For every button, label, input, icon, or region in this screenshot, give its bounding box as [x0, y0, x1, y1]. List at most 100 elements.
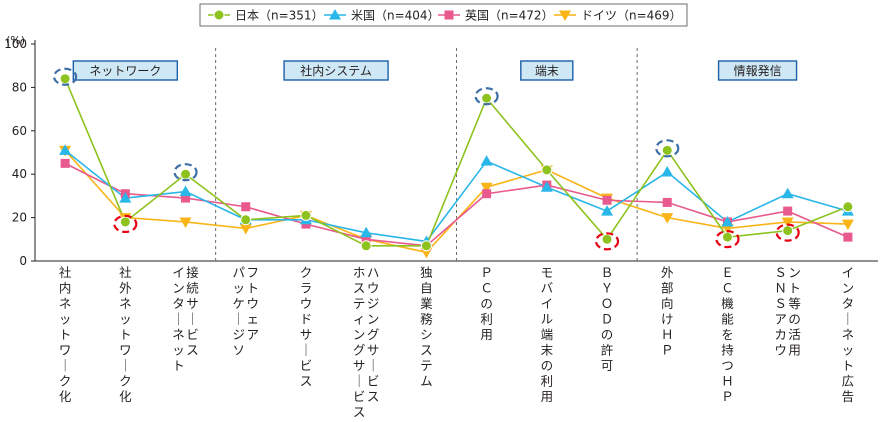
data-point-japan: [661, 144, 673, 156]
group-label: 社内システム: [300, 63, 372, 78]
x-tick-label: ント等の活用: [788, 265, 801, 358]
x-tick-char: テ: [420, 358, 433, 373]
x-tick-char: タ: [842, 296, 855, 311]
x-tick-char: イ: [842, 265, 855, 280]
data-point-uk: [60, 158, 70, 168]
x-tick-char: ラ: [300, 281, 313, 296]
x-tick-char: 告: [842, 389, 855, 404]
data-point-japan: [213, 9, 225, 21]
x-tick-char: ッ: [172, 343, 185, 358]
legend-label: ドイツ（n=469）: [581, 9, 682, 23]
x-tick-char: サ: [367, 343, 380, 358]
x-tick-char: カ: [774, 327, 787, 342]
x-tick-label: パッケ｜ジソ: [232, 265, 245, 358]
x-tick-char: パ: [232, 265, 245, 280]
x-tick-char: 可: [601, 358, 614, 373]
x-tick-char: ト: [246, 281, 259, 296]
x-tick-char: 端: [541, 327, 554, 342]
data-point-japan: [782, 225, 794, 237]
data-point-us: [721, 215, 734, 227]
data-point-uk: [181, 193, 191, 203]
x-tick-char: ド: [300, 312, 313, 327]
x-tick-char: ウ: [246, 296, 259, 311]
x-tick-char: の: [601, 327, 614, 342]
x-tick-label: 独自業務システム: [420, 265, 433, 389]
x-tick-char: ｜: [59, 358, 72, 373]
x-tick-char: ッ: [232, 281, 245, 296]
x-tick-char: 用: [480, 327, 493, 342]
highlight-ellipses: [53, 67, 800, 251]
x-tick-char: ネ: [842, 327, 855, 342]
x-tick-char: イ: [172, 265, 185, 280]
y-tick-label: 80: [12, 80, 27, 94]
x-tick-label: ＢＹＯＤの許可: [601, 265, 614, 373]
data-point-japan: [300, 209, 312, 221]
group-label-box: [283, 60, 389, 81]
x-tick-char: 社: [59, 265, 72, 280]
x-tick-char: Ｃ: [480, 281, 493, 296]
data-point-japan: [360, 240, 372, 252]
x-tick-char: の: [541, 358, 554, 373]
series-lines: [64, 78, 849, 254]
group-label-box: [72, 60, 179, 81]
x-tick-char: ハ: [367, 265, 380, 280]
x-tick-char: 許: [601, 343, 614, 358]
x-tick-char: の: [480, 296, 493, 311]
x-tick-char: ッ: [59, 312, 72, 327]
x-tick-label: ホスティングサ｜ビス・: [353, 265, 366, 422]
x-tick-label: フトウェア: [246, 265, 259, 342]
x-tick-char: ソ: [232, 343, 245, 358]
x-tick-char: モ: [541, 265, 554, 280]
x-tick-char: 内: [59, 281, 72, 296]
data-point-uk: [843, 232, 853, 242]
highlight-max-ellipse: [173, 163, 198, 182]
y-tick-label: 100: [4, 37, 27, 51]
x-tick-char: 向: [661, 296, 674, 311]
data-point-germany: [559, 10, 571, 21]
x-tick-char: ク: [300, 265, 313, 280]
data-point-us: [661, 166, 674, 177]
x-tick-char: 業: [420, 296, 433, 311]
data-point-uk: [444, 10, 454, 20]
x-tick-char: Ｓ: [774, 296, 787, 311]
x-tick-char: け: [661, 312, 674, 327]
x-tick-char: 用: [788, 343, 801, 358]
data-point-uk: [482, 189, 492, 199]
x-tick-char: 持: [721, 343, 734, 358]
x-tick-char: ト: [842, 358, 855, 373]
data-point-japan: [481, 92, 493, 104]
x-tick-char: ト: [59, 327, 72, 342]
data-point-uk: [602, 195, 612, 205]
x-tick-char: ン: [367, 312, 380, 327]
x-tick-char: ホ: [353, 265, 366, 280]
x-tick-char: フ: [246, 265, 259, 280]
x-tick-char: ｜: [186, 312, 199, 327]
group-label: ネットワーク: [89, 64, 161, 78]
data-point-us: [119, 192, 132, 203]
legend-label: 米国（n=404）: [351, 9, 440, 23]
group-labels: ネットワーク 社内システム 端末 情報発信: [72, 60, 798, 81]
x-tick-char: Ｎ: [774, 281, 787, 296]
x-tick-char: ン: [353, 327, 366, 342]
data-point-japan: [420, 240, 432, 252]
x-tick-char: 用: [541, 389, 554, 404]
y-tick-label: 40: [12, 167, 27, 181]
data-point-germany: [721, 223, 734, 235]
x-tick-char: Ｄ: [601, 312, 614, 327]
x-tick-char: 部: [661, 281, 674, 296]
x-tick-char: バ: [541, 281, 554, 296]
x-tick-label: ＰＣの利用: [480, 265, 493, 342]
data-point-japan: [180, 168, 192, 180]
x-tick-char: 利: [541, 374, 554, 389]
x-tick-char: ビ: [300, 358, 313, 373]
x-tick-char: ネ: [59, 296, 72, 311]
x-tick-char: 独: [420, 265, 433, 280]
x-tick-char: ｜: [119, 358, 132, 373]
data-point-us: [59, 144, 72, 155]
x-tick-char: 広: [842, 374, 855, 389]
x-tick-char: Ｙ: [601, 281, 614, 296]
data-point-uk: [241, 202, 251, 212]
x-tick-char: サ: [186, 296, 199, 311]
highlight-max-ellipse: [53, 67, 78, 86]
